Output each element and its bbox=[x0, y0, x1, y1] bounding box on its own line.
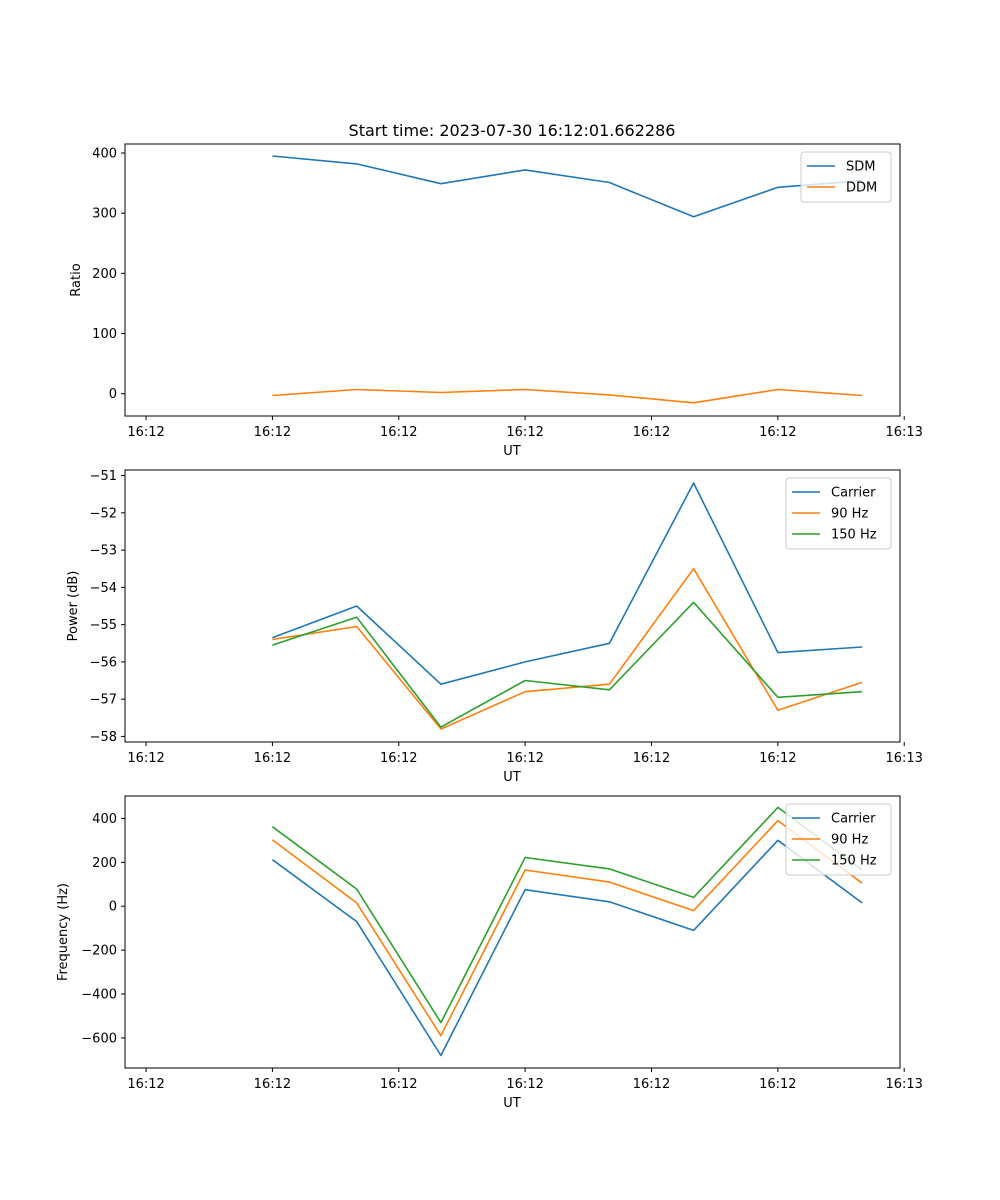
frequency-x-tick-label: 16:12 bbox=[506, 1077, 543, 1092]
power-y-axis-label: Power (dB) bbox=[66, 571, 81, 642]
ratio-series-sdm bbox=[272, 155, 863, 218]
power-y-tick-label: −55 bbox=[90, 618, 117, 633]
ratio-legend-box bbox=[800, 151, 892, 203]
frequency-y-tick-label: −400 bbox=[81, 988, 117, 1003]
frequency-legend-box bbox=[785, 803, 892, 876]
power-y-tick-label: −57 bbox=[90, 693, 117, 708]
frequency-series-carrier bbox=[271, 839, 863, 1057]
frequency-x-axis-label: UT bbox=[503, 1096, 521, 1111]
frequency-series-90-hz bbox=[271, 819, 863, 1037]
ratio-legend-label: DDM bbox=[846, 181, 877, 196]
ratio-legend: SDM DDM bbox=[800, 151, 892, 203]
power-panel: 16:12 16:12 16:12 16:12 16:12 16:12 16:13 −58 −5… bbox=[66, 469, 923, 785]
ratio-y-tick-label: 100 bbox=[92, 327, 117, 342]
ratio-y-axis-label: Ratio bbox=[69, 263, 84, 296]
frequency-series-150-hz bbox=[271, 806, 863, 1024]
power-x-tick-label: 16:12 bbox=[506, 751, 543, 766]
ratio-x-tick-label: 16:12 bbox=[506, 425, 543, 440]
frequency-y-axis-label: Frequency (Hz) bbox=[56, 883, 71, 981]
frequency-y-tick-label: −600 bbox=[81, 1031, 117, 1046]
power-x-tick-label: 16:12 bbox=[633, 751, 670, 766]
ratio-panel: 16:12 16:12 16:12 16:12 16:12 16:12 16:13 0 100 2… bbox=[69, 143, 923, 459]
frequency-y-tick-label: 0 bbox=[109, 900, 117, 915]
panels: 16:12 16:12 16:12 16:12 16:12 16:12 16:13 0 100 2… bbox=[56, 143, 923, 1111]
power-x-tick-label: 16:12 bbox=[380, 751, 417, 766]
frequency-y-tick-label: 200 bbox=[92, 856, 117, 871]
frequency-legend: Carrier 90 Hz 150 Hz bbox=[785, 803, 892, 876]
power-x-tick-label: 16:12 bbox=[254, 751, 291, 766]
power-y-tick-label: −56 bbox=[90, 655, 117, 670]
power-series-150-hz bbox=[272, 601, 863, 728]
power-legend: Carrier 90 Hz 150 Hz bbox=[785, 477, 892, 550]
power-x-tick-label: 16:12 bbox=[127, 751, 164, 766]
power-series-90-hz bbox=[272, 567, 863, 730]
power-x-tick-label: 16:12 bbox=[759, 751, 796, 766]
frequency-y-tick-label: −200 bbox=[81, 944, 117, 959]
ratio-x-axis-label: UT bbox=[503, 444, 521, 459]
ratio-x-tick-label: 16:12 bbox=[380, 425, 417, 440]
ratio-axes-frame bbox=[124, 143, 901, 417]
frequency-x-tick-label: 16:12 bbox=[254, 1077, 291, 1092]
power-y-tick-label: −53 bbox=[90, 544, 117, 559]
ratio-y-tick-label: 300 bbox=[92, 207, 117, 222]
power-legend-label: 90 Hz bbox=[831, 507, 868, 522]
frequency-x-tick-label: 16:13 bbox=[885, 1077, 922, 1092]
frequency-x-tick-label: 16:12 bbox=[759, 1077, 796, 1092]
power-y-tick-label: −54 bbox=[90, 581, 117, 596]
power-legend-box bbox=[785, 477, 892, 550]
frequency-panel: 16:12 16:12 16:12 16:12 16:12 16:12 16:13 −600 −… bbox=[56, 795, 923, 1111]
power-axes-frame bbox=[124, 469, 901, 743]
ratio-y-tick-label: 400 bbox=[92, 147, 117, 162]
frequency-x-tick-label: 16:12 bbox=[633, 1077, 670, 1092]
ratio-y-tick-label: 200 bbox=[92, 267, 117, 282]
power-y-tick-label: −52 bbox=[90, 506, 117, 521]
power-legend-label: 150 Hz bbox=[831, 528, 877, 543]
ratio-x-tick-label: 16:12 bbox=[759, 425, 796, 440]
ratio-x-tick-label: 16:13 bbox=[885, 425, 922, 440]
ratio-x-tick-label: 16:12 bbox=[633, 425, 670, 440]
frequency-legend-label: Carrier bbox=[831, 812, 876, 827]
ratio-legend-label: SDM bbox=[846, 160, 875, 175]
frequency-y-tick-label: 400 bbox=[92, 812, 117, 827]
ratio-y-tick-label: 0 bbox=[109, 387, 117, 402]
frequency-x-tick-label: 16:12 bbox=[127, 1077, 164, 1092]
power-y-tick-label: −58 bbox=[90, 730, 117, 745]
power-x-tick-label: 16:13 bbox=[885, 751, 922, 766]
ratio-series-ddm bbox=[272, 388, 863, 404]
figure-title: Start time: 2023-07-30 16:12:01.662286 bbox=[349, 121, 676, 140]
power-legend-label: Carrier bbox=[831, 486, 876, 501]
frequency-axes-frame bbox=[124, 795, 901, 1069]
ratio-x-tick-label: 16:12 bbox=[254, 425, 291, 440]
power-x-axis-label: UT bbox=[503, 770, 521, 785]
ratio-x-tick-label: 16:12 bbox=[127, 425, 164, 440]
frequency-legend-label: 150 Hz bbox=[831, 854, 877, 869]
power-y-tick-label: −51 bbox=[90, 469, 117, 484]
power-series-carrier bbox=[272, 482, 863, 686]
frequency-legend-label: 90 Hz bbox=[831, 833, 868, 848]
frequency-x-tick-label: 16:12 bbox=[380, 1077, 417, 1092]
